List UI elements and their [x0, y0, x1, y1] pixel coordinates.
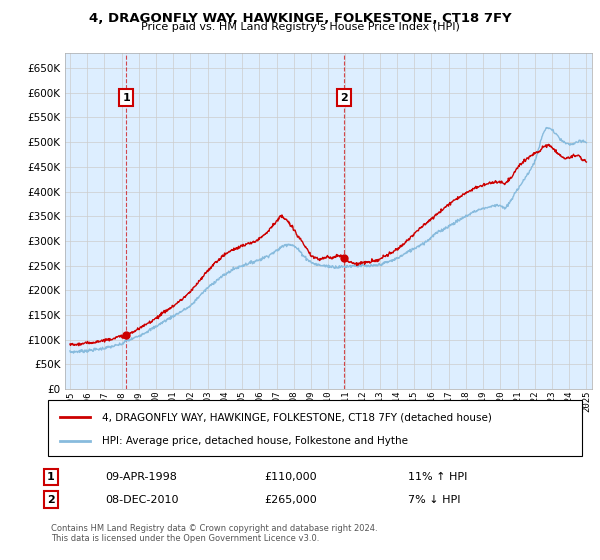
Text: HPI: Average price, detached house, Folkestone and Hythe: HPI: Average price, detached house, Folk…: [102, 436, 408, 446]
Text: 4, DRAGONFLY WAY, HAWKINGE, FOLKESTONE, CT18 7FY (detached house): 4, DRAGONFLY WAY, HAWKINGE, FOLKESTONE, …: [102, 412, 492, 422]
Text: 2: 2: [340, 92, 348, 102]
Text: 1: 1: [47, 472, 55, 482]
Text: 11% ↑ HPI: 11% ↑ HPI: [408, 472, 467, 482]
Text: 1: 1: [122, 92, 130, 102]
Text: 4, DRAGONFLY WAY, HAWKINGE, FOLKESTONE, CT18 7FY: 4, DRAGONFLY WAY, HAWKINGE, FOLKESTONE, …: [89, 12, 511, 25]
Text: Contains HM Land Registry data © Crown copyright and database right 2024.
This d: Contains HM Land Registry data © Crown c…: [51, 524, 377, 543]
Text: £265,000: £265,000: [264, 494, 317, 505]
Text: 7% ↓ HPI: 7% ↓ HPI: [408, 494, 461, 505]
Text: 08-DEC-2010: 08-DEC-2010: [105, 494, 179, 505]
Text: £110,000: £110,000: [264, 472, 317, 482]
Text: 09-APR-1998: 09-APR-1998: [105, 472, 177, 482]
Text: 2: 2: [47, 494, 55, 505]
Text: Price paid vs. HM Land Registry's House Price Index (HPI): Price paid vs. HM Land Registry's House …: [140, 22, 460, 32]
